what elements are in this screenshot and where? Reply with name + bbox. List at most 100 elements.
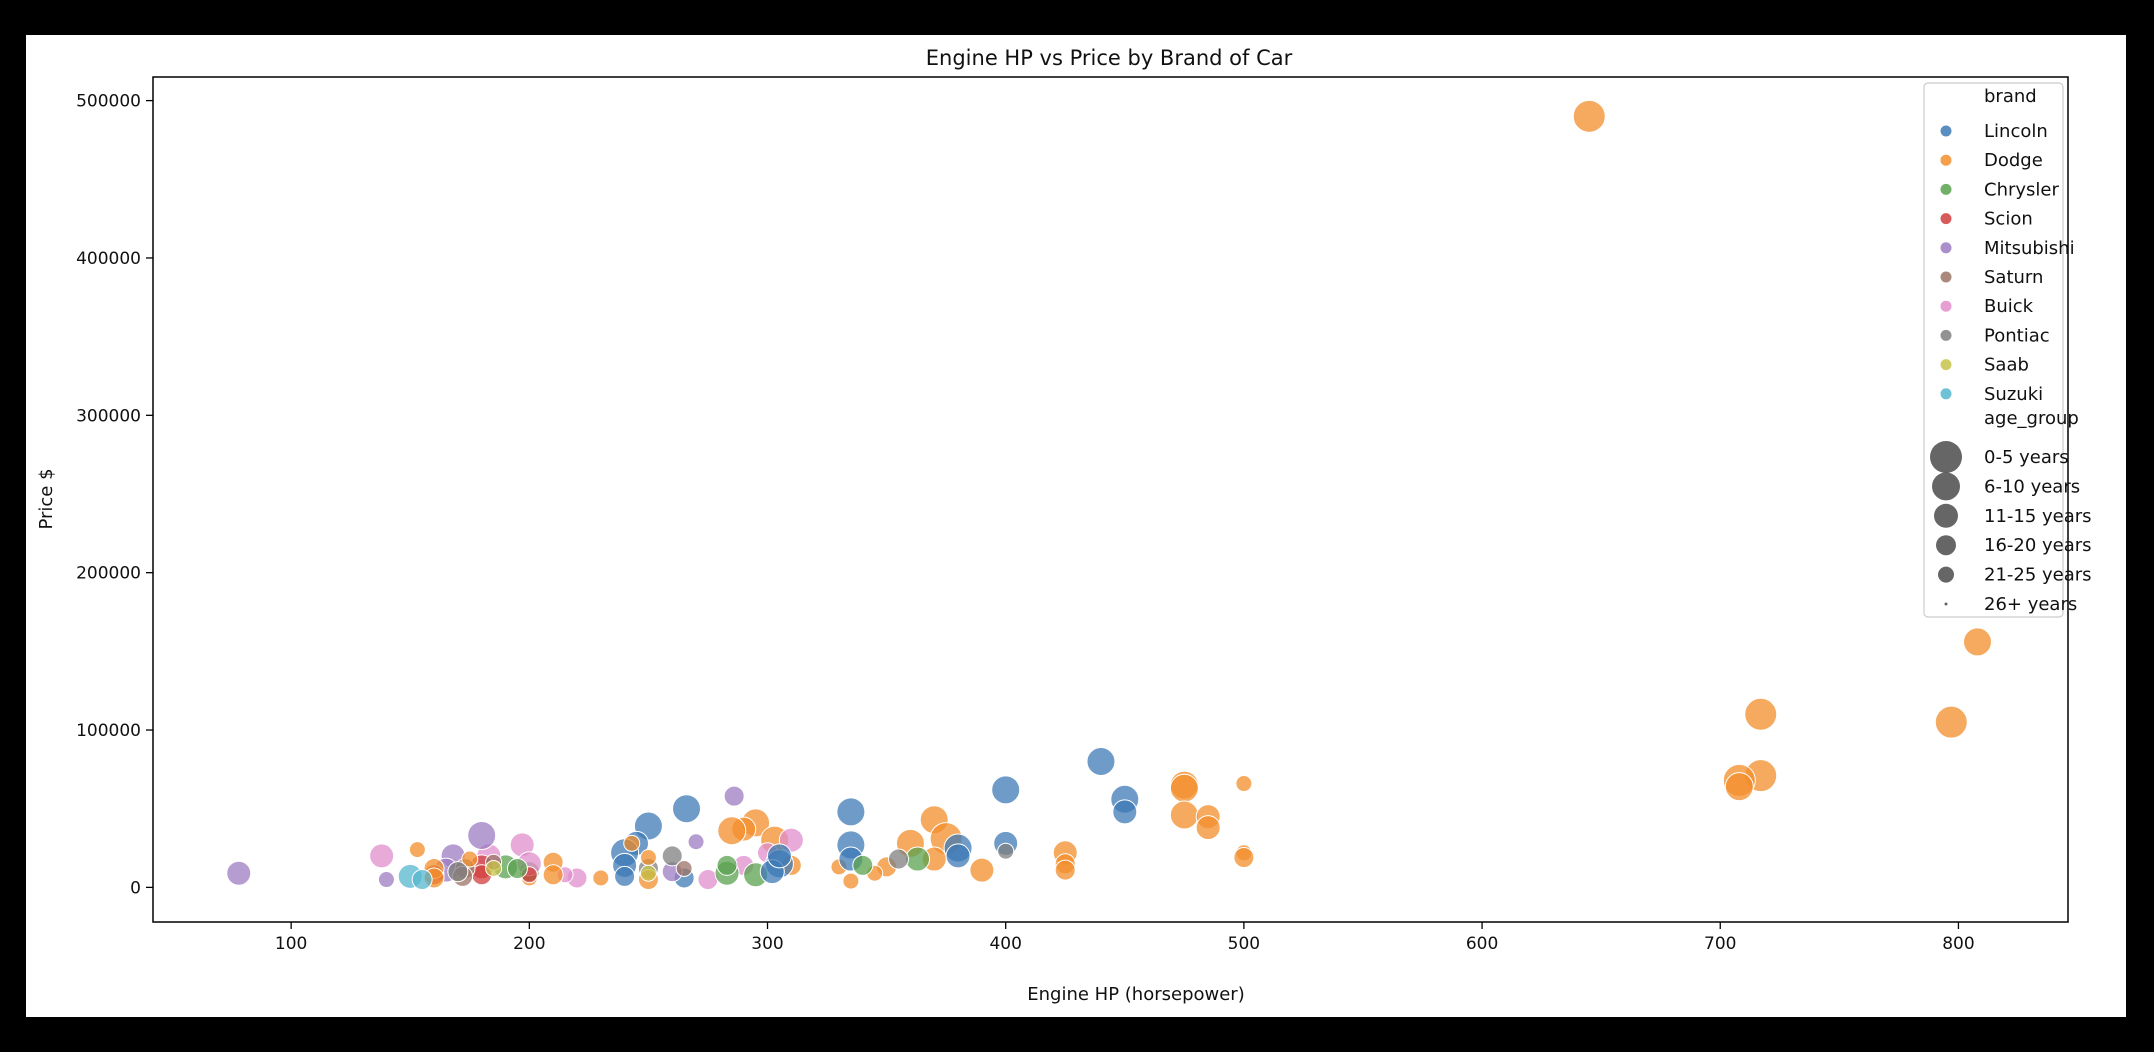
legend-marker <box>1940 300 1952 312</box>
data-point <box>852 854 874 876</box>
data-point <box>461 850 479 868</box>
data-point <box>945 843 971 869</box>
data-point <box>369 843 395 869</box>
legend-brand-label: Pontiac <box>1984 325 2050 346</box>
data-point <box>447 861 469 883</box>
legend-brand-label: Saab <box>1984 355 2029 376</box>
data-point <box>1195 815 1221 841</box>
data-point <box>623 834 641 852</box>
data-point <box>506 857 528 879</box>
legend-marker <box>1940 329 1952 341</box>
legend-marker <box>1940 125 1952 137</box>
data-point <box>614 865 636 887</box>
data-point <box>1169 800 1199 830</box>
data-point <box>1233 846 1255 868</box>
data-point <box>687 833 705 851</box>
x-tick-label: 700 <box>1704 934 1736 954</box>
data-point <box>542 864 564 886</box>
x-tick-label: 800 <box>1942 934 1974 954</box>
legend-size-label: 16-20 years <box>1984 535 2092 556</box>
data-point <box>661 845 683 867</box>
y-tick-label: 0 <box>130 878 141 898</box>
data-point <box>716 854 738 876</box>
legend-size-marker <box>1934 503 1958 528</box>
data-point <box>905 846 931 872</box>
data-point <box>226 860 252 886</box>
x-tick-label: 300 <box>751 934 783 954</box>
x-tick-label: 400 <box>989 934 1021 954</box>
legend-marker <box>1940 271 1952 283</box>
legend-brand-label: Chrysler <box>1984 179 2059 200</box>
x-tick-label: 600 <box>1466 934 1498 954</box>
legend-size-marker <box>1944 602 1948 606</box>
y-axis: 0 100000 200000 300000 400000 500000 <box>76 92 153 898</box>
legend: brand Lincoln Dodge Chrysler Scion Mitsubish… <box>1923 82 2092 618</box>
data-points <box>226 99 1992 891</box>
x-tick-label: 100 <box>275 934 307 954</box>
legend-size-marker <box>1932 472 1960 501</box>
legend-size-marker <box>1938 566 1954 583</box>
data-point <box>408 841 426 859</box>
legend-size-marker <box>1936 535 1956 556</box>
x-axis-label: Engine HP (horsepower) <box>1027 984 1244 1005</box>
legend-size-label: 0-5 years <box>1984 447 2069 468</box>
data-point <box>411 869 433 891</box>
data-point <box>1572 99 1606 133</box>
data-point <box>1235 775 1253 793</box>
legend-marker <box>1940 359 1952 371</box>
legend-brand-label: Mitsubishi <box>1984 238 2075 259</box>
chart-title: Engine HP vs Price by Brand of Car <box>926 46 1293 70</box>
legend-brand-label: Lincoln <box>1984 121 2048 142</box>
plot-area-frame <box>152 76 2069 923</box>
y-tick-label: 200000 <box>76 564 141 584</box>
y-tick-label: 300000 <box>76 406 141 426</box>
legend-brand-label: Buick <box>1984 296 2034 317</box>
legend-marker <box>1940 154 1952 166</box>
data-point <box>672 794 702 824</box>
data-point <box>969 857 995 883</box>
data-point <box>377 871 395 889</box>
data-point <box>997 842 1015 860</box>
data-point <box>1934 705 1968 739</box>
legend-marker <box>1940 242 1952 254</box>
legend-size-label: 26+ years <box>1984 594 2077 615</box>
legend-marker <box>1940 183 1952 195</box>
data-point <box>723 785 745 807</box>
legend-size-label: 6-10 years <box>1984 476 2080 497</box>
legend-marker <box>1940 388 1952 400</box>
legend-hue-title: brand <box>1984 86 2037 107</box>
data-point <box>842 872 860 890</box>
legend-size-marker <box>1930 441 1962 473</box>
legend-brand-label: Dodge <box>1984 150 2043 171</box>
x-tick-label: 200 <box>513 934 545 954</box>
data-point <box>1086 746 1116 776</box>
data-point <box>485 859 503 877</box>
y-tick-label: 500000 <box>76 92 141 112</box>
data-point <box>1724 772 1754 802</box>
y-tick-label: 400000 <box>76 249 141 269</box>
data-point <box>766 843 792 869</box>
data-point <box>1169 773 1199 803</box>
legend-brand-label: Saturn <box>1984 267 2043 288</box>
data-point <box>1744 697 1778 731</box>
y-tick-label: 100000 <box>76 721 141 741</box>
data-point <box>991 775 1021 805</box>
legend-brand-label: Scion <box>1984 209 2033 230</box>
data-point <box>1962 627 1992 657</box>
x-axis: 100 200 300 400 500 600 700 800 <box>275 922 1975 954</box>
data-point <box>639 848 657 866</box>
data-point <box>592 869 610 887</box>
y-axis-label: Price $ <box>36 468 57 529</box>
data-point <box>1112 799 1138 825</box>
data-point <box>675 859 693 877</box>
legend-size-label: 21-25 years <box>1984 565 2092 586</box>
data-point <box>836 797 866 827</box>
legend-brand-label: Suzuki <box>1984 384 2043 405</box>
legend-marker <box>1940 213 1952 225</box>
data-point <box>639 864 657 882</box>
x-tick-label: 500 <box>1228 934 1260 954</box>
chart-figure: Engine HP vs Price by Brand of Car 0 1000… <box>26 35 2126 1017</box>
legend-size-title: age_group <box>1984 408 2079 429</box>
data-point <box>1054 859 1076 881</box>
data-point <box>467 820 497 850</box>
